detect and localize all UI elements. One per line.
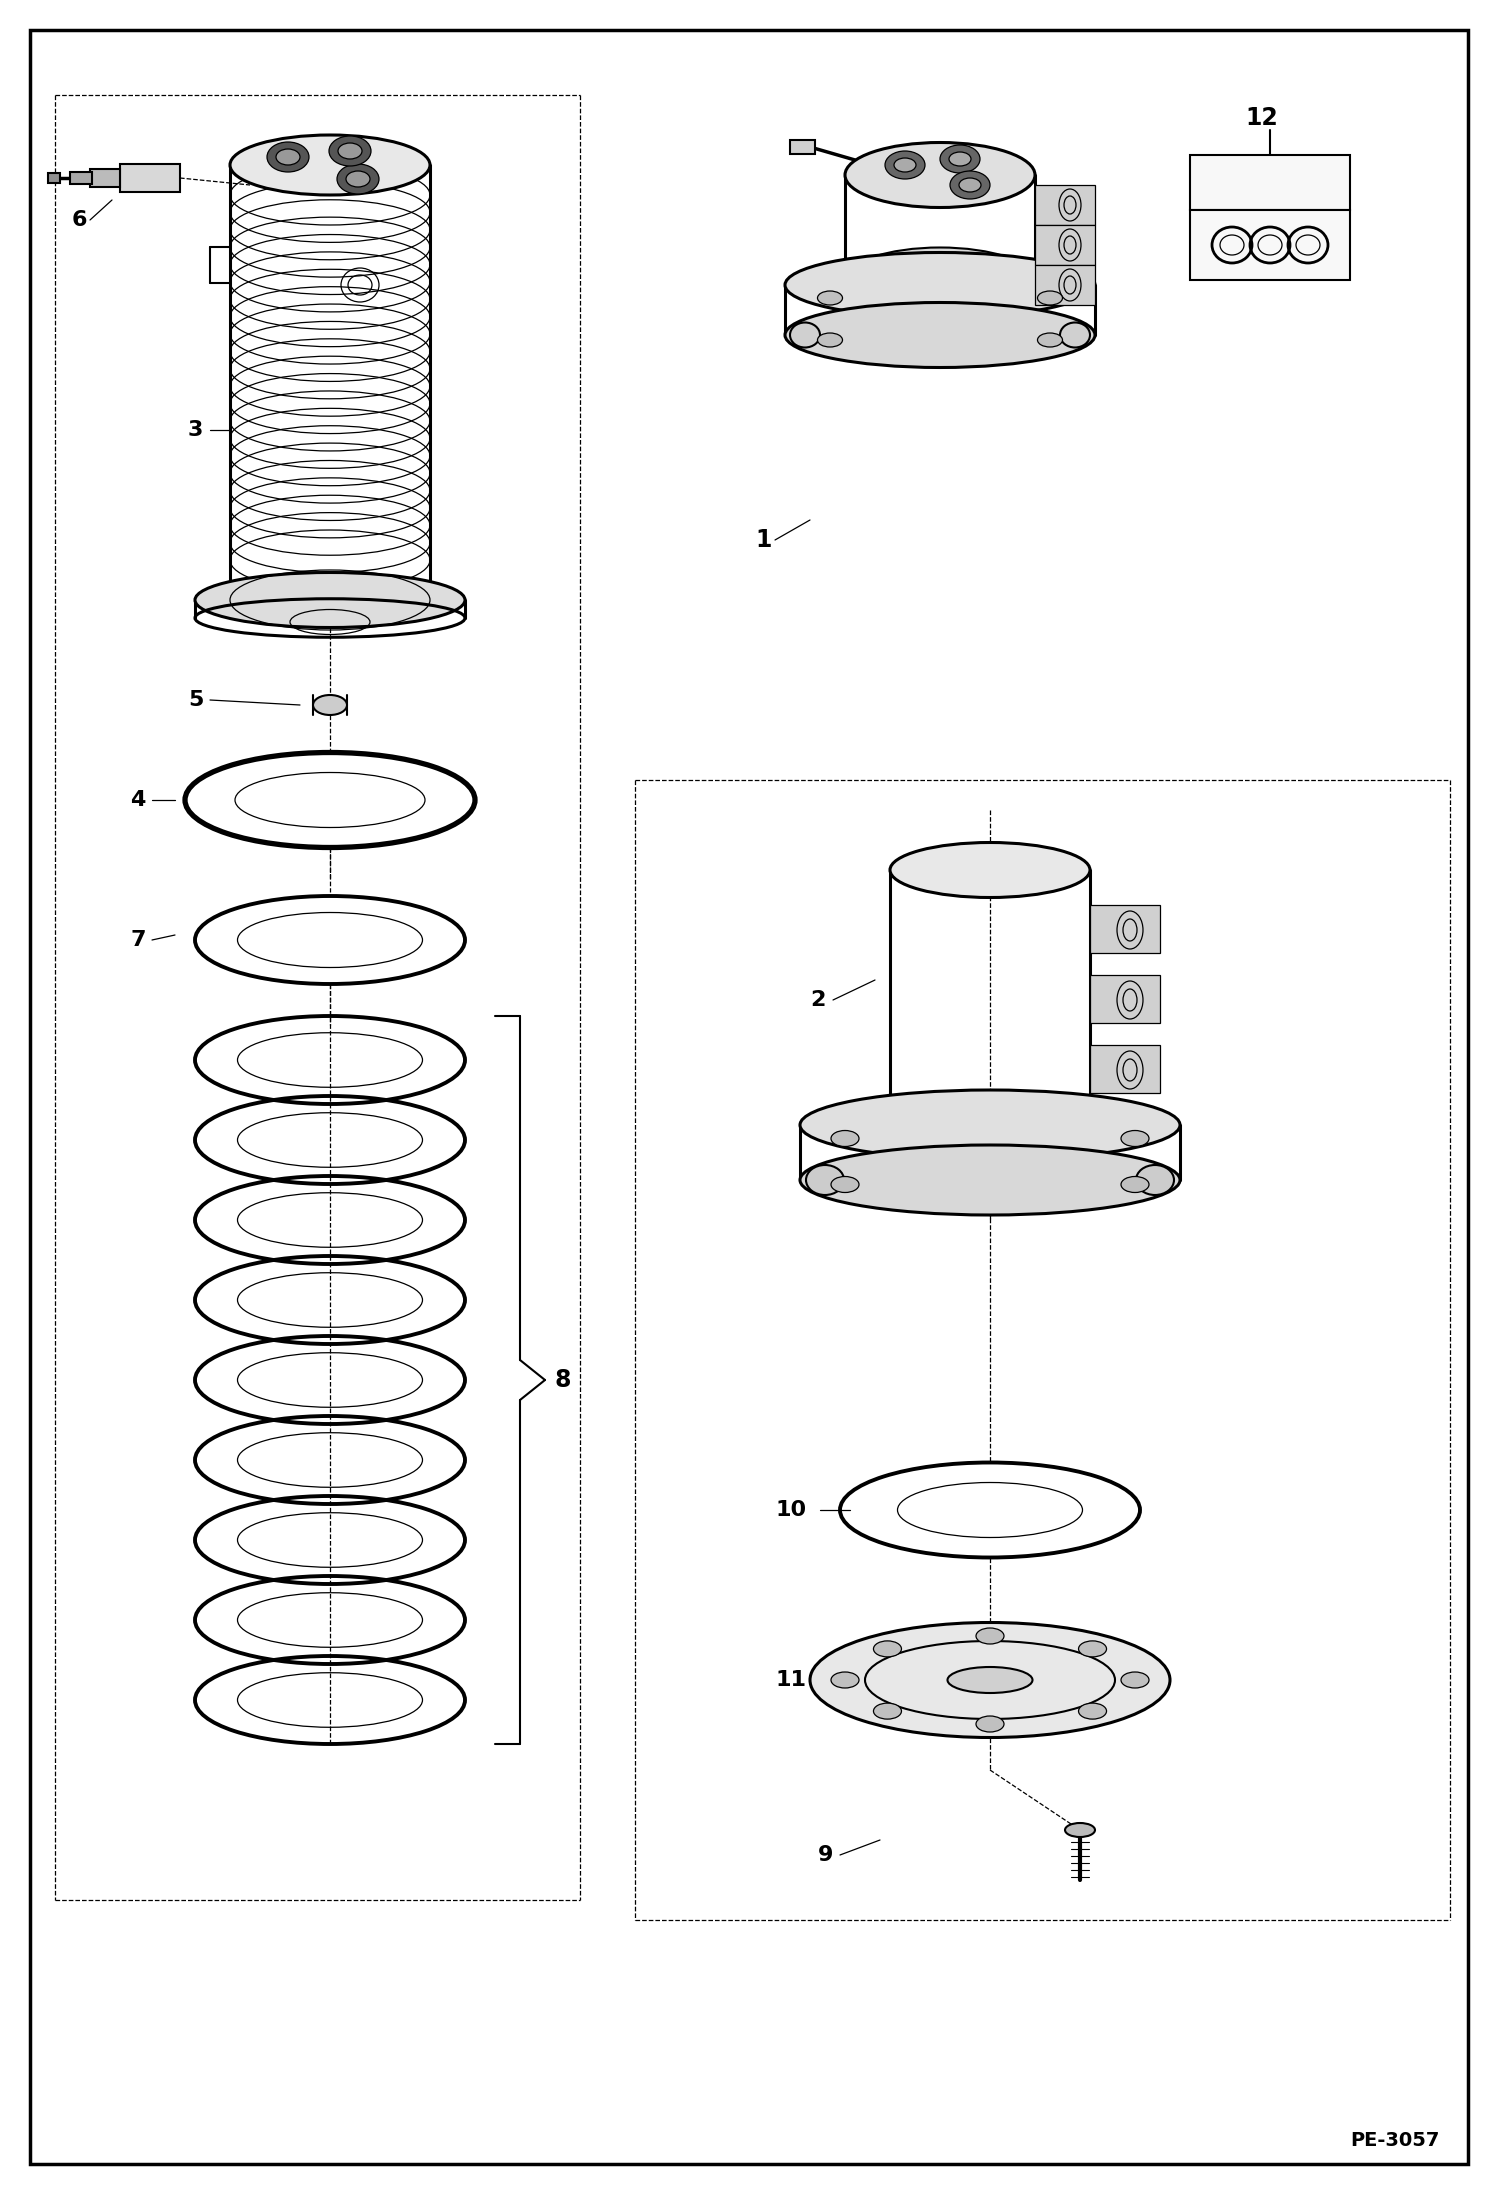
Ellipse shape <box>845 248 1035 312</box>
Ellipse shape <box>1121 1176 1149 1194</box>
Ellipse shape <box>890 842 1091 897</box>
Text: 8: 8 <box>554 1369 572 1391</box>
Ellipse shape <box>337 165 379 193</box>
Ellipse shape <box>831 1672 858 1687</box>
Ellipse shape <box>941 145 980 173</box>
Ellipse shape <box>873 1703 902 1720</box>
Text: 5: 5 <box>189 689 204 711</box>
Text: 6: 6 <box>72 211 87 230</box>
Ellipse shape <box>950 171 990 200</box>
Bar <box>789 140 815 154</box>
Text: PE-3057: PE-3057 <box>1351 2130 1440 2150</box>
Text: 3: 3 <box>189 419 204 441</box>
Bar <box>90 169 120 186</box>
Bar <box>1189 211 1350 281</box>
Ellipse shape <box>195 573 464 627</box>
Text: 7: 7 <box>130 930 145 950</box>
Text: 4: 4 <box>130 790 145 810</box>
Ellipse shape <box>890 1093 1091 1147</box>
Text: 9: 9 <box>818 1845 833 1865</box>
Ellipse shape <box>785 252 1095 318</box>
Ellipse shape <box>339 143 363 158</box>
Ellipse shape <box>800 1145 1180 1215</box>
Text: 12: 12 <box>1245 105 1278 129</box>
Bar <box>1035 226 1095 265</box>
Bar <box>1189 156 1350 211</box>
Ellipse shape <box>1038 292 1062 305</box>
Ellipse shape <box>977 1628 1004 1643</box>
Text: 2: 2 <box>810 989 825 1009</box>
Ellipse shape <box>1079 1703 1107 1720</box>
Text: 10: 10 <box>774 1501 806 1520</box>
Ellipse shape <box>1065 1823 1095 1836</box>
Bar <box>1035 184 1095 226</box>
Bar <box>1091 904 1159 952</box>
Ellipse shape <box>1121 1672 1149 1687</box>
Ellipse shape <box>818 292 842 305</box>
Ellipse shape <box>977 1716 1004 1731</box>
Ellipse shape <box>894 158 915 171</box>
Bar <box>70 171 91 184</box>
Bar <box>1035 265 1095 305</box>
Ellipse shape <box>806 1165 843 1196</box>
Ellipse shape <box>831 1130 858 1147</box>
Ellipse shape <box>1121 1130 1149 1147</box>
Ellipse shape <box>1135 1165 1174 1196</box>
Ellipse shape <box>810 1624 1170 1738</box>
Ellipse shape <box>1079 1641 1107 1656</box>
Ellipse shape <box>885 151 924 180</box>
Ellipse shape <box>959 178 981 193</box>
Ellipse shape <box>800 1090 1180 1161</box>
Bar <box>48 173 60 182</box>
Ellipse shape <box>950 151 971 167</box>
Ellipse shape <box>831 1176 858 1194</box>
Ellipse shape <box>789 323 819 347</box>
Text: ⊕: ⊕ <box>1264 165 1275 178</box>
Text: 1: 1 <box>755 529 771 553</box>
Ellipse shape <box>267 143 309 171</box>
Ellipse shape <box>346 171 370 186</box>
Ellipse shape <box>276 149 300 165</box>
Text: SEAL KIT: SEAL KIT <box>1240 176 1299 189</box>
Text: 11: 11 <box>774 1670 806 1689</box>
Ellipse shape <box>1061 323 1091 347</box>
Ellipse shape <box>873 1641 902 1656</box>
Ellipse shape <box>1038 333 1062 347</box>
Bar <box>1091 1044 1159 1093</box>
Bar <box>1091 974 1159 1022</box>
Ellipse shape <box>818 333 842 347</box>
Ellipse shape <box>948 1667 1032 1694</box>
Ellipse shape <box>330 136 372 167</box>
Ellipse shape <box>845 143 1035 208</box>
Ellipse shape <box>231 136 430 195</box>
Ellipse shape <box>313 695 348 715</box>
Ellipse shape <box>785 303 1095 369</box>
Bar <box>120 165 180 193</box>
